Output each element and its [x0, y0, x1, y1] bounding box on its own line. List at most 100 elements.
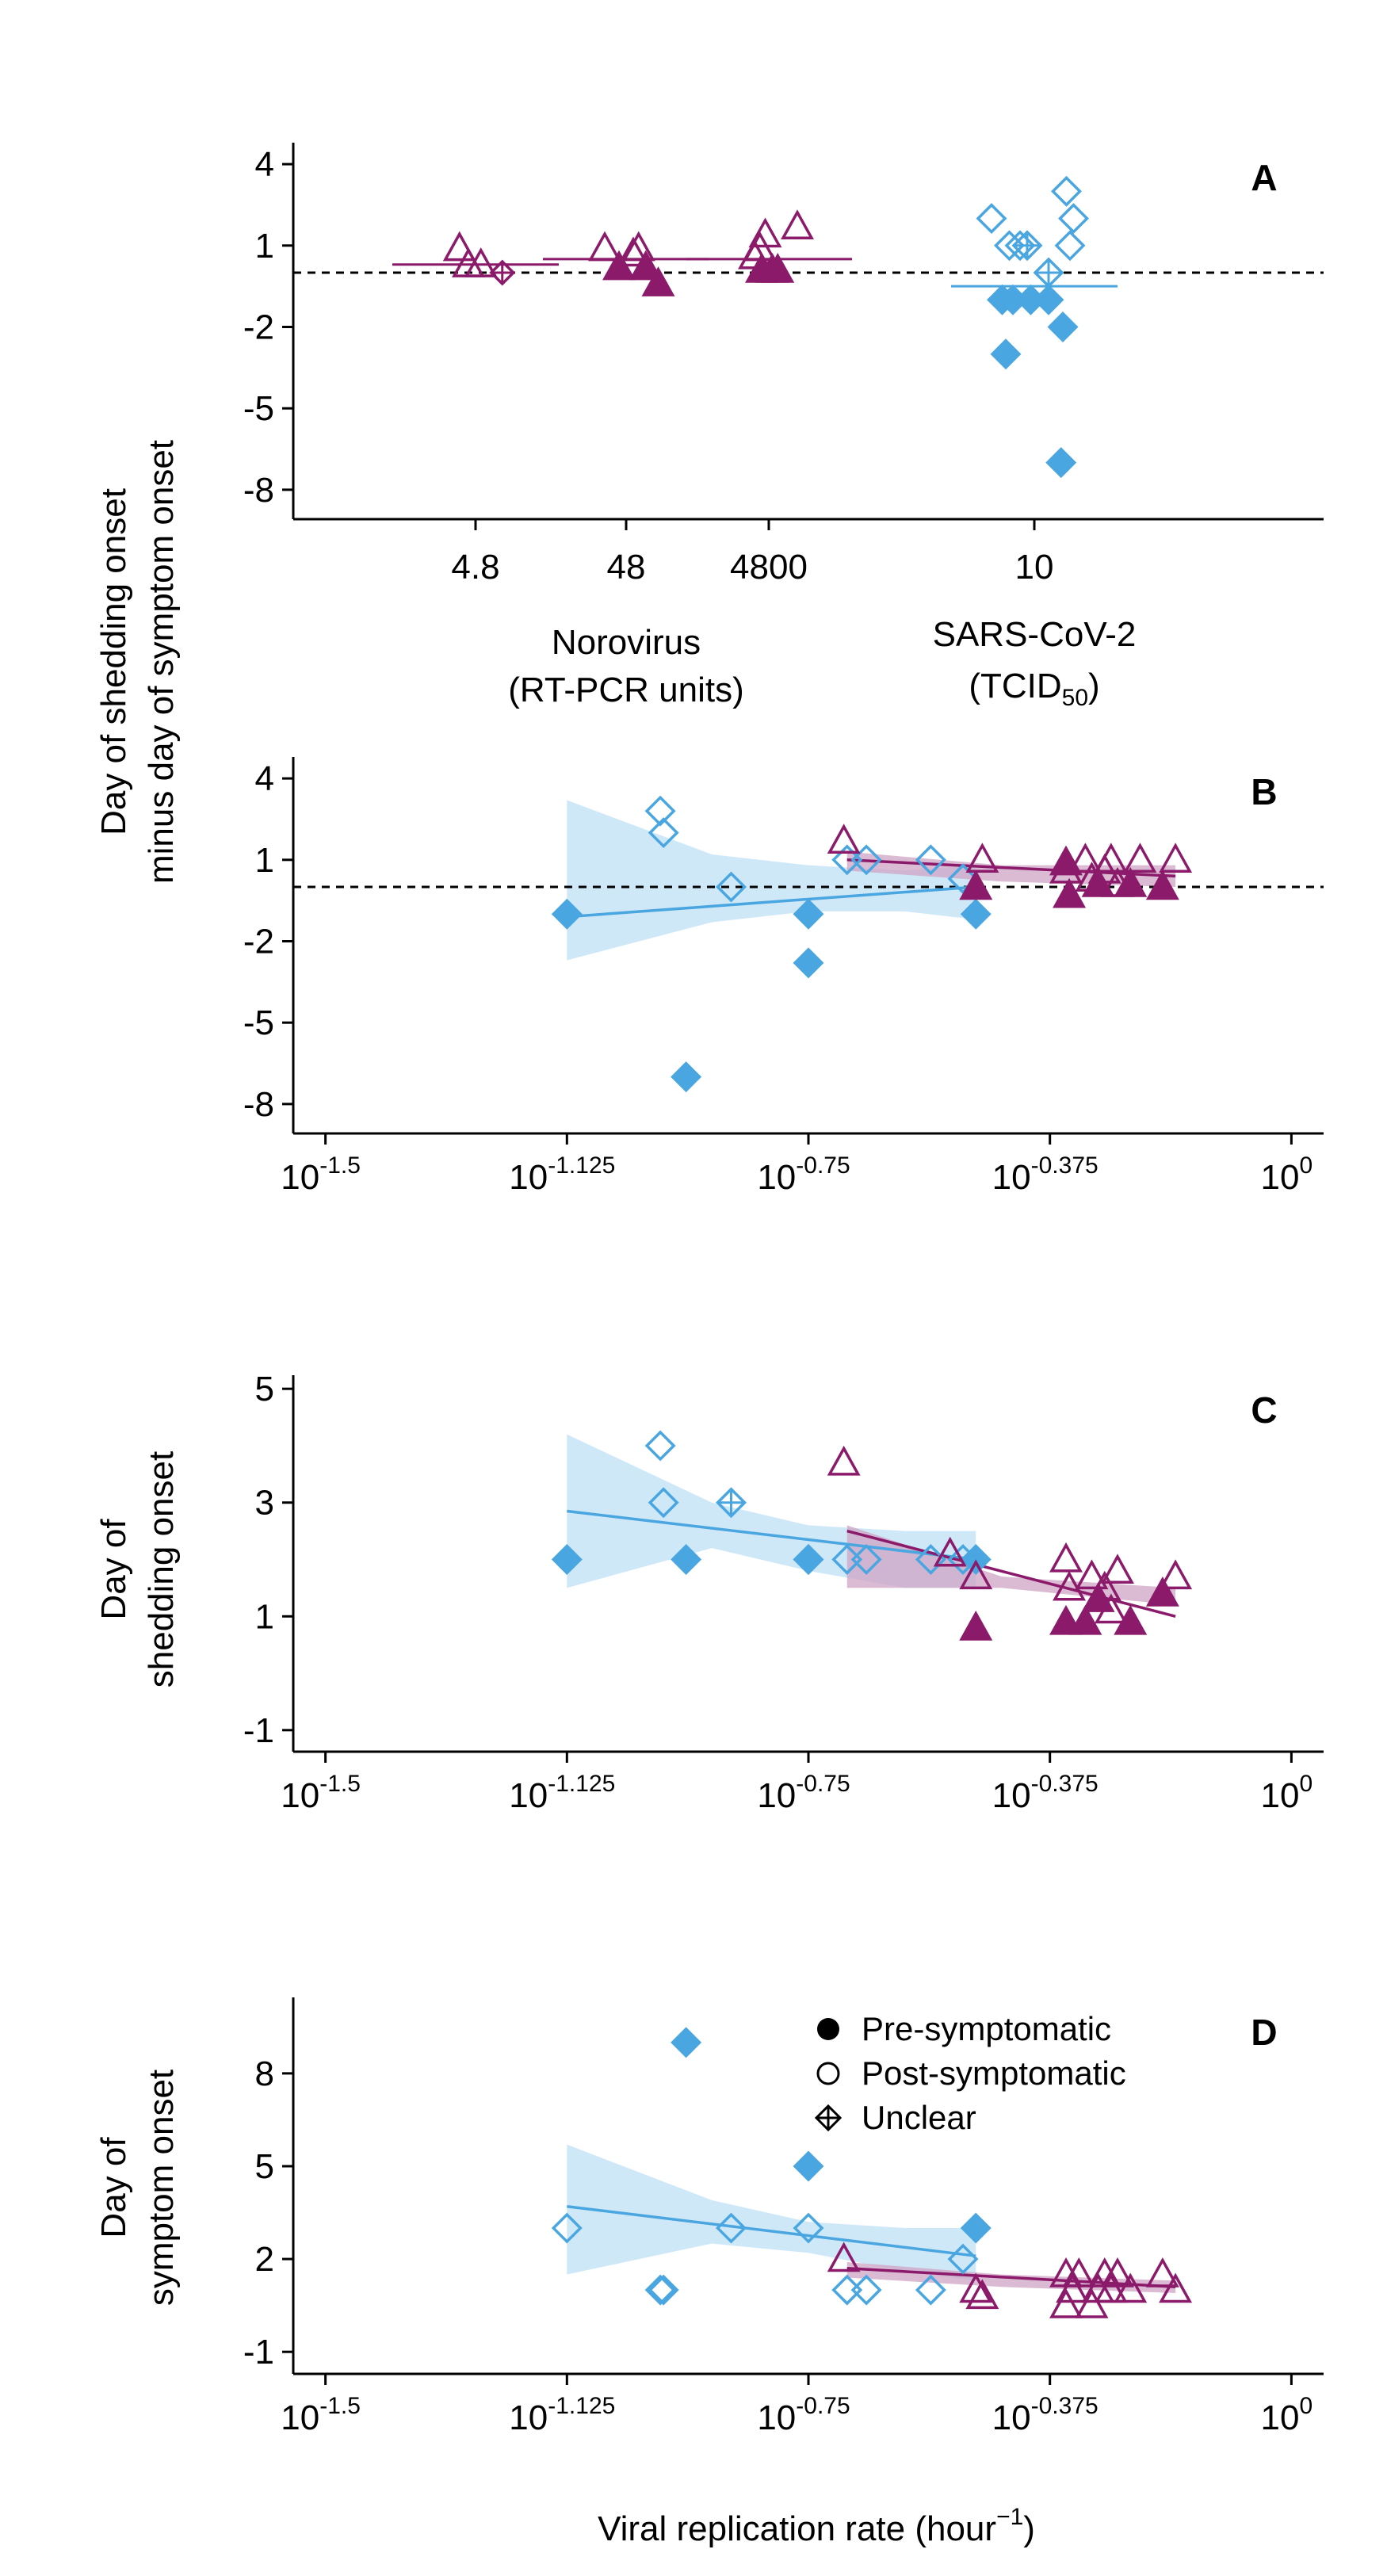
- panel-b-x-tick-label-0: 10-1.5: [281, 1152, 361, 1197]
- panel-a-point-3-5: [1051, 175, 1082, 207]
- panel-c-norovirus-point-2: [959, 1559, 993, 1590]
- axis-titles: Day of shedding onset minus day of sympto…: [94, 440, 1035, 2548]
- sars-cov-2-label: SARS-CoV-2: [933, 615, 1137, 654]
- panel-c-norovirus-point-12: [1101, 1554, 1134, 1584]
- panel-b-y-tick-label-4: -8: [243, 1085, 274, 1124]
- panel-b-norovirus-point-14: [1145, 869, 1179, 900]
- panel-c-norovirus-point-7: [1068, 1604, 1102, 1635]
- panel-a-point-1-0: [588, 231, 621, 262]
- panel-a-x-tick-label-0: 4.8: [451, 548, 499, 587]
- panel-c-norovirus-point-14: [1145, 1576, 1179, 1607]
- ylabel-ab-line-2: minus day of symptom onset: [142, 440, 181, 884]
- panel-a-point-0-2: [464, 247, 498, 277]
- panel-d-x-tick-label-2: 10-0.75: [757, 2393, 850, 2437]
- panel-c-norovirus-point-15: [1159, 1559, 1193, 1590]
- panel-c-norovirus-ci-band: [846, 1525, 1176, 1605]
- panel-a-point-3-12: [990, 338, 1022, 370]
- panel-b-sars-point-0: [551, 898, 583, 930]
- panel-b-letter: B: [1251, 771, 1277, 812]
- panel-d-x-tick-label-0: 10-1.5: [281, 2393, 361, 2437]
- panel-a-point-1-4: [629, 250, 663, 281]
- panel-b-sars-point-2: [648, 817, 679, 849]
- panel-c-sars-point-6: [793, 1544, 824, 1575]
- panel-c-y-tick-label-1: 3: [255, 1484, 274, 1523]
- panel-b-y-tick-label-3: -5: [243, 1003, 274, 1042]
- panel-c-norovirus-fit-line: [846, 1529, 1176, 1618]
- panel-b-sars-point-6: [793, 947, 824, 979]
- panel-a-point-1-3: [621, 231, 655, 262]
- panel-b-norovirus-point-15: [1159, 843, 1193, 873]
- panel-d-norovirus-point-12: [1114, 2272, 1148, 2303]
- panel-d-sars-ci-band: [567, 2144, 976, 2281]
- panel-a-y-tick-label-0: 4: [255, 145, 274, 184]
- panel-d-x-tick-label-1: 10-1.125: [509, 2393, 615, 2437]
- panel-a-point-3-14: [1045, 447, 1077, 479]
- panel-a: 4 1 -2 -5 -8 4.8 48 4800 10 Norovirus (RT-PCR unit…: [243, 143, 1324, 711]
- panel-b-x-tick-label-1: 10-1.125: [509, 1152, 615, 1197]
- panel-a-point-1-2: [617, 236, 650, 267]
- panel-a-x-tick-label-1: 48: [607, 548, 646, 587]
- panel-b-norovirus-point-6: [1068, 843, 1102, 873]
- panel-c-y-tick-label-2: 1: [255, 1597, 274, 1636]
- panel-b-norovirus-point-12: [1114, 867, 1148, 897]
- panel-b-sars-point-5: [793, 898, 824, 930]
- norovirus-unit-label: (RT-PCR units): [508, 671, 743, 709]
- panel-d-norovirus-point-5: [1056, 2272, 1090, 2303]
- sars-cov-2-unit-label: (TCID50): [969, 667, 1099, 711]
- panel-b-y-tick-label-0: 4: [255, 759, 274, 798]
- panel-c-norovirus-point-1: [933, 1536, 967, 1567]
- panel-d-sars-point-8: [850, 2274, 882, 2306]
- panel-c: 5 3 1 -110-1.5 10-1.125 10-0.75 10-0.375 100 C: [243, 1370, 1324, 1815]
- panel-a-point-0-0: [442, 231, 476, 262]
- panel-d-sars-point-10: [947, 2243, 979, 2275]
- panel-c-y-tick-label-3: -1: [243, 1711, 274, 1750]
- panel-c-norovirus-point-13: [1114, 1604, 1148, 1635]
- panel-d-norovirus-point-11: [1101, 2257, 1134, 2287]
- panel-b-norovirus-point-2: [959, 869, 993, 900]
- panel-d: 8 5 2 -110-1.5 10-1.125 10-0.75 10-0.375 100 D Pr…: [243, 1997, 1324, 2437]
- panel-b-sars-point-10: [947, 863, 979, 895]
- panel-d-letter: D: [1251, 2012, 1277, 2053]
- panel-c-norovirus-point-10: [1087, 1570, 1121, 1601]
- legend-marker-post-symptomatic: [816, 2062, 840, 2085]
- panel-c-norovirus-point-11: [1094, 1593, 1128, 1624]
- panel-b-norovirus-point-5: [1053, 877, 1087, 908]
- panel-b-sars-point-4: [716, 871, 747, 903]
- panel-d-y-tick-label-1: 5: [255, 2147, 274, 2186]
- panel-a-point-1-5: [641, 266, 675, 296]
- panel-d-y-tick-label-2: 2: [255, 2240, 274, 2279]
- panel-d-sars-fit-line: [567, 2204, 976, 2257]
- panel-a-y-tick-label-1: 1: [255, 227, 274, 266]
- ylabel-d-line-2: symptom onset: [142, 2070, 181, 2306]
- panel-b-sars-point-11: [960, 898, 992, 930]
- panel-b-norovirus-point-10: [1094, 843, 1128, 873]
- panel-d-sars-point-0: [551, 2212, 583, 2244]
- panel-c-sars-point-1: [644, 1430, 676, 1462]
- panel-d-x-tick-label-3: 10-0.375: [992, 2393, 1099, 2437]
- panel-a-y-tick-label-4: -8: [243, 471, 274, 510]
- panel-c-sars-point-8: [850, 1544, 882, 1575]
- panel-a-point-3-7: [1054, 230, 1086, 262]
- panel-a-point-2-2: [748, 217, 782, 248]
- panel-d-sars-point-5: [793, 2150, 824, 2182]
- panel-a-x-tick-label-3: 10: [1015, 548, 1054, 587]
- panel-c-norovirus-point-4: [1049, 1542, 1083, 1573]
- panel-a-point-2-5: [761, 253, 795, 283]
- legend-label-0: Pre-symptomatic: [862, 2010, 1111, 2047]
- panel-b-norovirus-point-13: [1123, 843, 1157, 873]
- panel-a-point-3-11: [1033, 284, 1064, 315]
- panel-a-point-2-6: [781, 209, 814, 239]
- panel-c-norovirus-point-6: [1053, 1570, 1087, 1601]
- panel-c-x-tick-label-4: 100: [1261, 1771, 1313, 1815]
- ylabel-ab-line-1: Day of shedding onset: [94, 488, 133, 835]
- legend-label-1: Post-symptomatic: [862, 2054, 1126, 2092]
- panel-b-sars-point-1: [644, 795, 676, 827]
- panel-b-sars-point-8: [850, 844, 882, 876]
- xlabel: Viral replication rate (hour−1): [598, 2504, 1035, 2548]
- panel-b-y-tick-label-1: 1: [255, 841, 274, 880]
- panel-c-sars-point-3: [671, 1544, 702, 1575]
- panel-c-x-tick-label-2: 10-0.75: [757, 1771, 850, 1815]
- panel-b-x-tick-label-3: 10-0.375: [992, 1152, 1099, 1197]
- panel-c-norovirus-point-8: [1075, 1559, 1109, 1590]
